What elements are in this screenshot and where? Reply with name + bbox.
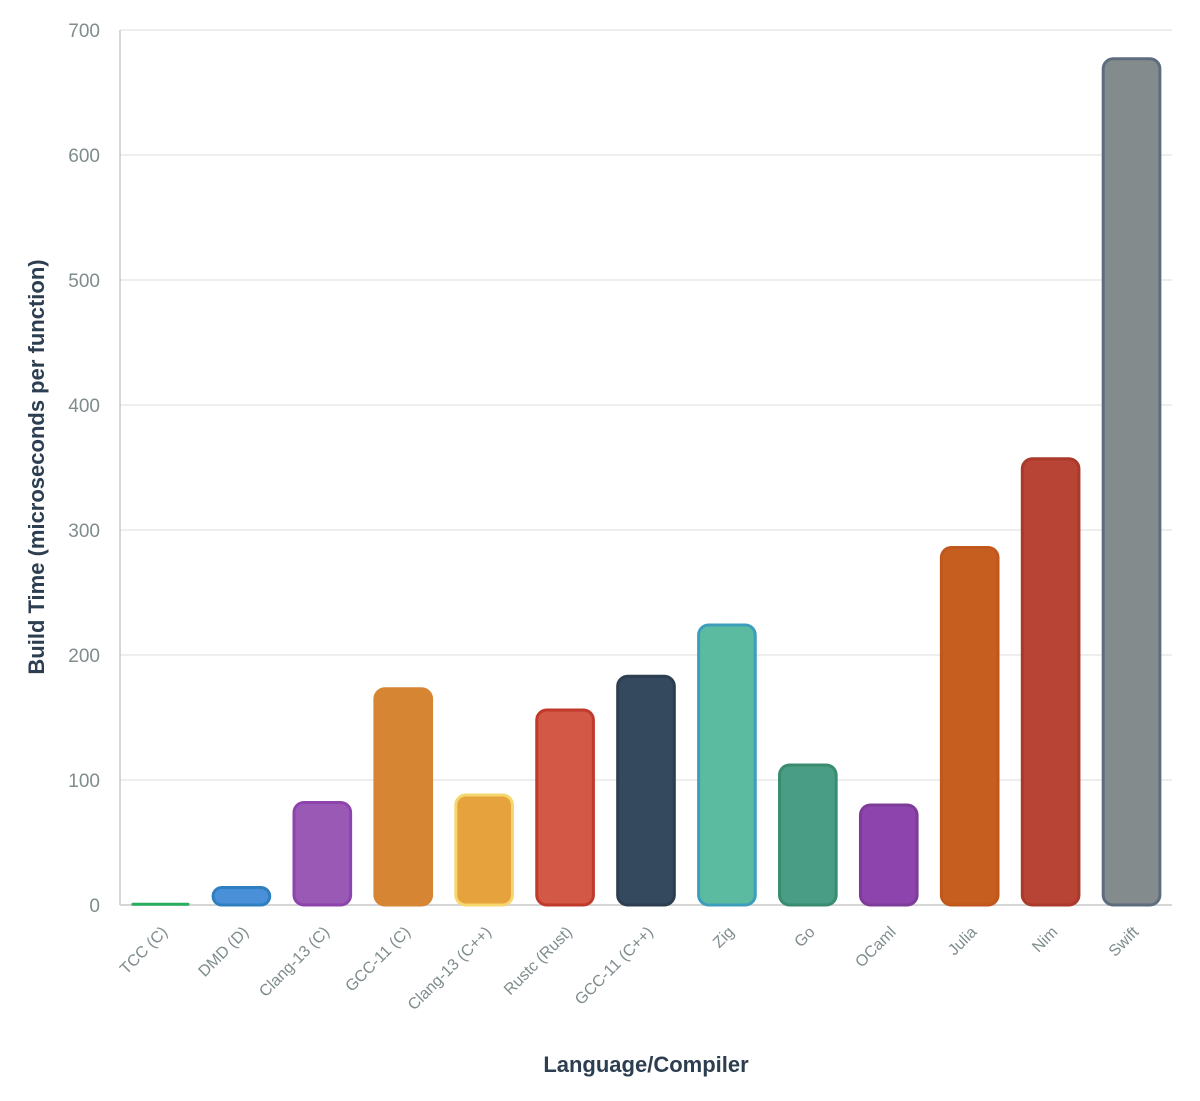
y-tick-label: 700: [68, 21, 100, 42]
gridlines: [120, 29, 1172, 781]
x-tick-label: Clang-13 (C): [256, 924, 333, 1001]
bar: [211, 886, 272, 907]
bar: [1101, 57, 1162, 907]
bar: [373, 687, 434, 907]
y-tick-label: 300: [68, 521, 100, 542]
y-tick-label: 200: [68, 646, 100, 667]
y-tick-label: 500: [68, 271, 100, 292]
x-tick-label: Julia: [945, 924, 980, 959]
bar: [939, 546, 1000, 907]
bar: [292, 801, 353, 907]
bar: [454, 793, 514, 907]
bar: [778, 763, 838, 907]
x-tick-label: Rustc (Rust): [501, 924, 576, 999]
x-tick-label: GCC-11 (C++): [572, 924, 657, 1009]
bars: [131, 57, 1162, 907]
x-tick-label: Swift: [1106, 923, 1143, 960]
x-tick-label: OCaml: [852, 924, 899, 971]
bar: [535, 708, 595, 907]
x-tick-label: Clang-13 (C++): [405, 924, 495, 1014]
bar: [858, 803, 919, 907]
bar: [616, 674, 676, 907]
x-tick-label: TCC (C): [117, 924, 171, 978]
x-axis-title: Language/Compiler: [543, 1052, 749, 1077]
bar: [131, 902, 190, 906]
y-tick-label: 100: [68, 771, 100, 792]
y-axis-ticks: 0 100 200 300 400 500 600 700: [68, 21, 100, 917]
y-tick-label: 400: [68, 396, 100, 417]
bar: [697, 623, 757, 907]
x-tick-label: DMD (D): [196, 924, 253, 981]
x-tick-label: GCC-11 (C): [343, 924, 415, 996]
x-tick-label: Nim: [1029, 924, 1061, 956]
y-axis-title: Build Time (microseconds per function): [24, 259, 49, 674]
x-tick-label: Zig: [710, 924, 738, 952]
x-axis-ticks: TCC (C) DMD (D) Clang-13 (C) GCC-11 (C)Clan…: [117, 923, 1143, 1013]
y-tick-label: 600: [68, 146, 100, 167]
x-tick-label: Go: [792, 924, 819, 951]
y-tick-label: 0: [89, 896, 100, 917]
bar: [1020, 457, 1081, 907]
